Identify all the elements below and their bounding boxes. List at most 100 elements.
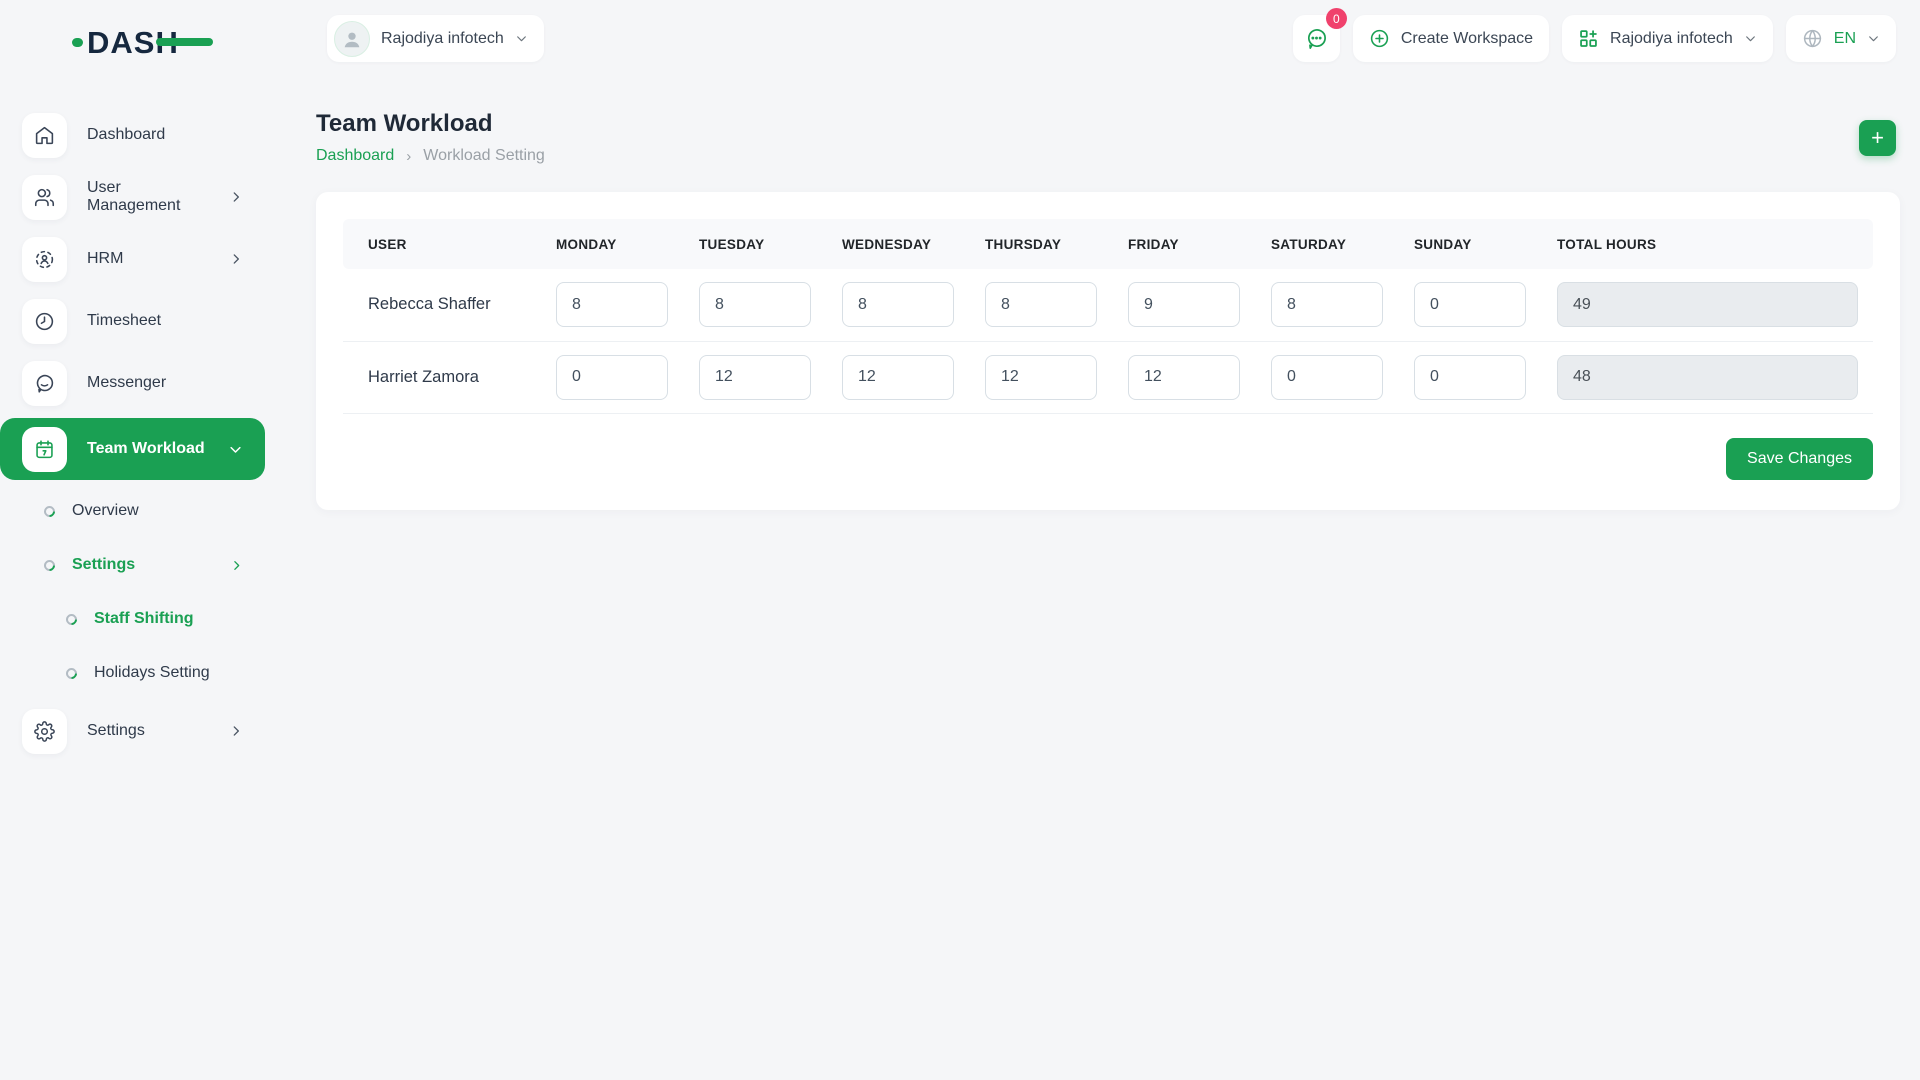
sidebar-subitem-settings[interactable]: Settings bbox=[0, 538, 265, 592]
sidebar-item-hrm[interactable]: HRM bbox=[0, 228, 265, 290]
column-header-tuesday: TUESDAY bbox=[691, 219, 834, 269]
column-header-thursday: THURSDAY bbox=[977, 219, 1120, 269]
workspace-selector[interactable]: Rajodiya infotech bbox=[327, 15, 544, 62]
grid-plus-icon bbox=[1580, 30, 1597, 47]
chat-bubble-icon bbox=[22, 360, 67, 406]
language-code: EN bbox=[1833, 29, 1856, 47]
sidebar-item-team-workload[interactable]: Team Workload bbox=[0, 418, 265, 480]
sidebar-label: User Management bbox=[87, 179, 181, 214]
column-header-wednesday: WEDNESDAY bbox=[834, 219, 977, 269]
table-header-row: USER MONDAY TUESDAY WEDNESDAY THURSDAY F… bbox=[343, 219, 1873, 269]
chevron-right-icon bbox=[229, 252, 243, 266]
avatar bbox=[334, 20, 370, 57]
sidebar-sublabel: Settings bbox=[72, 556, 136, 573]
breadcrumb: Dashboard › Workload Setting bbox=[316, 147, 545, 165]
bullet-ring-icon bbox=[63, 665, 80, 681]
globe-icon bbox=[1803, 29, 1821, 48]
app-logo[interactable]: DASH bbox=[72, 22, 217, 62]
wednesday-hours-input[interactable] bbox=[842, 354, 954, 400]
column-header-friday: FRIDAY bbox=[1120, 219, 1263, 269]
chevron-down-icon bbox=[515, 32, 528, 45]
chevron-right-icon bbox=[229, 190, 243, 204]
monday-hours-input[interactable] bbox=[556, 282, 668, 328]
plus-circle-icon bbox=[1370, 29, 1388, 48]
messages-button[interactable]: 0 bbox=[1292, 8, 1347, 62]
saturday-hours-input[interactable] bbox=[1271, 282, 1383, 328]
sidebar-label: Dashboard bbox=[87, 126, 166, 143]
workload-table: USER MONDAY TUESDAY WEDNESDAY THURSDAY F… bbox=[343, 219, 1873, 414]
sidebar-label: Team Workload bbox=[87, 440, 205, 457]
monday-hours-input[interactable] bbox=[556, 354, 668, 400]
messages-count-badge: 0 bbox=[1325, 8, 1347, 29]
home-icon bbox=[22, 112, 67, 158]
chevron-down-icon bbox=[1867, 32, 1880, 45]
create-workspace-label: Create Workspace bbox=[1400, 29, 1534, 47]
column-header-total-hours: TOTAL HOURS bbox=[1549, 219, 1873, 269]
sidebar-item-user-management[interactable]: User Management bbox=[0, 166, 265, 228]
add-button[interactable]: + bbox=[1859, 120, 1896, 156]
sidebar-label: HRM bbox=[87, 250, 124, 267]
bullet-ring-icon bbox=[63, 611, 80, 627]
company-selector[interactable]: Rajodiya infotech bbox=[1562, 15, 1773, 62]
sidebar-label: Messenger bbox=[87, 374, 167, 391]
dash-logo-icon: DASH bbox=[72, 25, 213, 60]
sunday-hours-input[interactable] bbox=[1414, 282, 1526, 328]
language-selector[interactable]: EN bbox=[1785, 15, 1896, 62]
column-header-monday: MONDAY bbox=[548, 219, 691, 269]
friday-hours-input[interactable] bbox=[1128, 354, 1240, 400]
page-title: Team Workload bbox=[316, 110, 493, 137]
thursday-hours-input[interactable] bbox=[985, 282, 1097, 328]
table-row: Harriet Zamora bbox=[343, 341, 1873, 414]
sidebar-subitem-overview[interactable]: Overview bbox=[0, 484, 265, 538]
top-header: Rajodiya infotech 0 Create Workspace Raj… bbox=[265, 0, 1920, 77]
gear-icon bbox=[22, 708, 67, 754]
breadcrumb-separator-icon: › bbox=[406, 147, 412, 165]
user-name: Rebecca Shaffer bbox=[368, 295, 491, 314]
card-footer: Save Changes bbox=[343, 437, 1873, 480]
users-icon bbox=[22, 174, 67, 220]
sidebar-item-timesheet[interactable]: Timesheet bbox=[0, 290, 265, 352]
sidebar-item-messenger[interactable]: Messenger bbox=[0, 352, 265, 414]
sidebar: DASH Dashboard User Management HRM bbox=[0, 0, 265, 1080]
table-row: Rebecca Shaffer bbox=[343, 269, 1873, 342]
saturday-hours-input[interactable] bbox=[1271, 354, 1383, 400]
company-name: Rajodiya infotech bbox=[1610, 29, 1733, 47]
wednesday-hours-input[interactable] bbox=[842, 282, 954, 328]
sidebar-sublabel: Overview bbox=[72, 502, 139, 519]
sidebar-subitem-holidays-setting[interactable]: Holidays Setting bbox=[0, 646, 265, 700]
hrm-icon bbox=[22, 236, 67, 282]
sidebar-item-settings[interactable]: Settings bbox=[0, 700, 265, 762]
column-header-user: USER bbox=[343, 219, 548, 269]
bullet-ring-icon bbox=[41, 503, 58, 519]
chevron-down-icon bbox=[228, 442, 243, 457]
save-changes-button[interactable]: Save Changes bbox=[1726, 437, 1873, 480]
chat-dots-icon bbox=[1307, 29, 1326, 49]
clock-icon bbox=[22, 298, 67, 344]
user-name: Harriet Zamora bbox=[368, 367, 479, 386]
header-actions: 0 Create Workspace Rajodiya infotech EN bbox=[1292, 8, 1896, 62]
thursday-hours-input[interactable] bbox=[985, 354, 1097, 400]
breadcrumb-current: Workload Setting bbox=[423, 147, 545, 164]
sidebar-label: Settings bbox=[87, 722, 145, 739]
tuesday-hours-input[interactable] bbox=[699, 354, 811, 400]
sidebar-subitem-staff-shifting[interactable]: Staff Shifting bbox=[0, 592, 265, 646]
breadcrumb-dashboard-link[interactable]: Dashboard bbox=[316, 147, 395, 164]
bullet-ring-icon bbox=[41, 557, 58, 573]
workspace-name: Rajodiya infotech bbox=[381, 29, 504, 47]
total-hours-input bbox=[1557, 282, 1858, 328]
create-workspace-button[interactable]: Create Workspace bbox=[1352, 15, 1550, 62]
friday-hours-input[interactable] bbox=[1128, 282, 1240, 328]
chevron-down-icon bbox=[1744, 32, 1757, 45]
sidebar-sublabel: Staff Shifting bbox=[94, 610, 194, 627]
sidebar-item-dashboard[interactable]: Dashboard bbox=[0, 104, 265, 166]
workload-card: USER MONDAY TUESDAY WEDNESDAY THURSDAY F… bbox=[316, 192, 1900, 510]
tuesday-hours-input[interactable] bbox=[699, 282, 811, 328]
sidebar-menu: Dashboard User Management HRM Time bbox=[0, 104, 265, 762]
column-header-sunday: SUNDAY bbox=[1406, 219, 1549, 269]
sidebar-label: Timesheet bbox=[87, 312, 162, 329]
chevron-right-icon bbox=[230, 559, 243, 572]
calendar-icon bbox=[22, 426, 67, 472]
column-header-saturday: SATURDAY bbox=[1263, 219, 1406, 269]
sunday-hours-input[interactable] bbox=[1414, 354, 1526, 400]
total-hours-input bbox=[1557, 354, 1858, 400]
